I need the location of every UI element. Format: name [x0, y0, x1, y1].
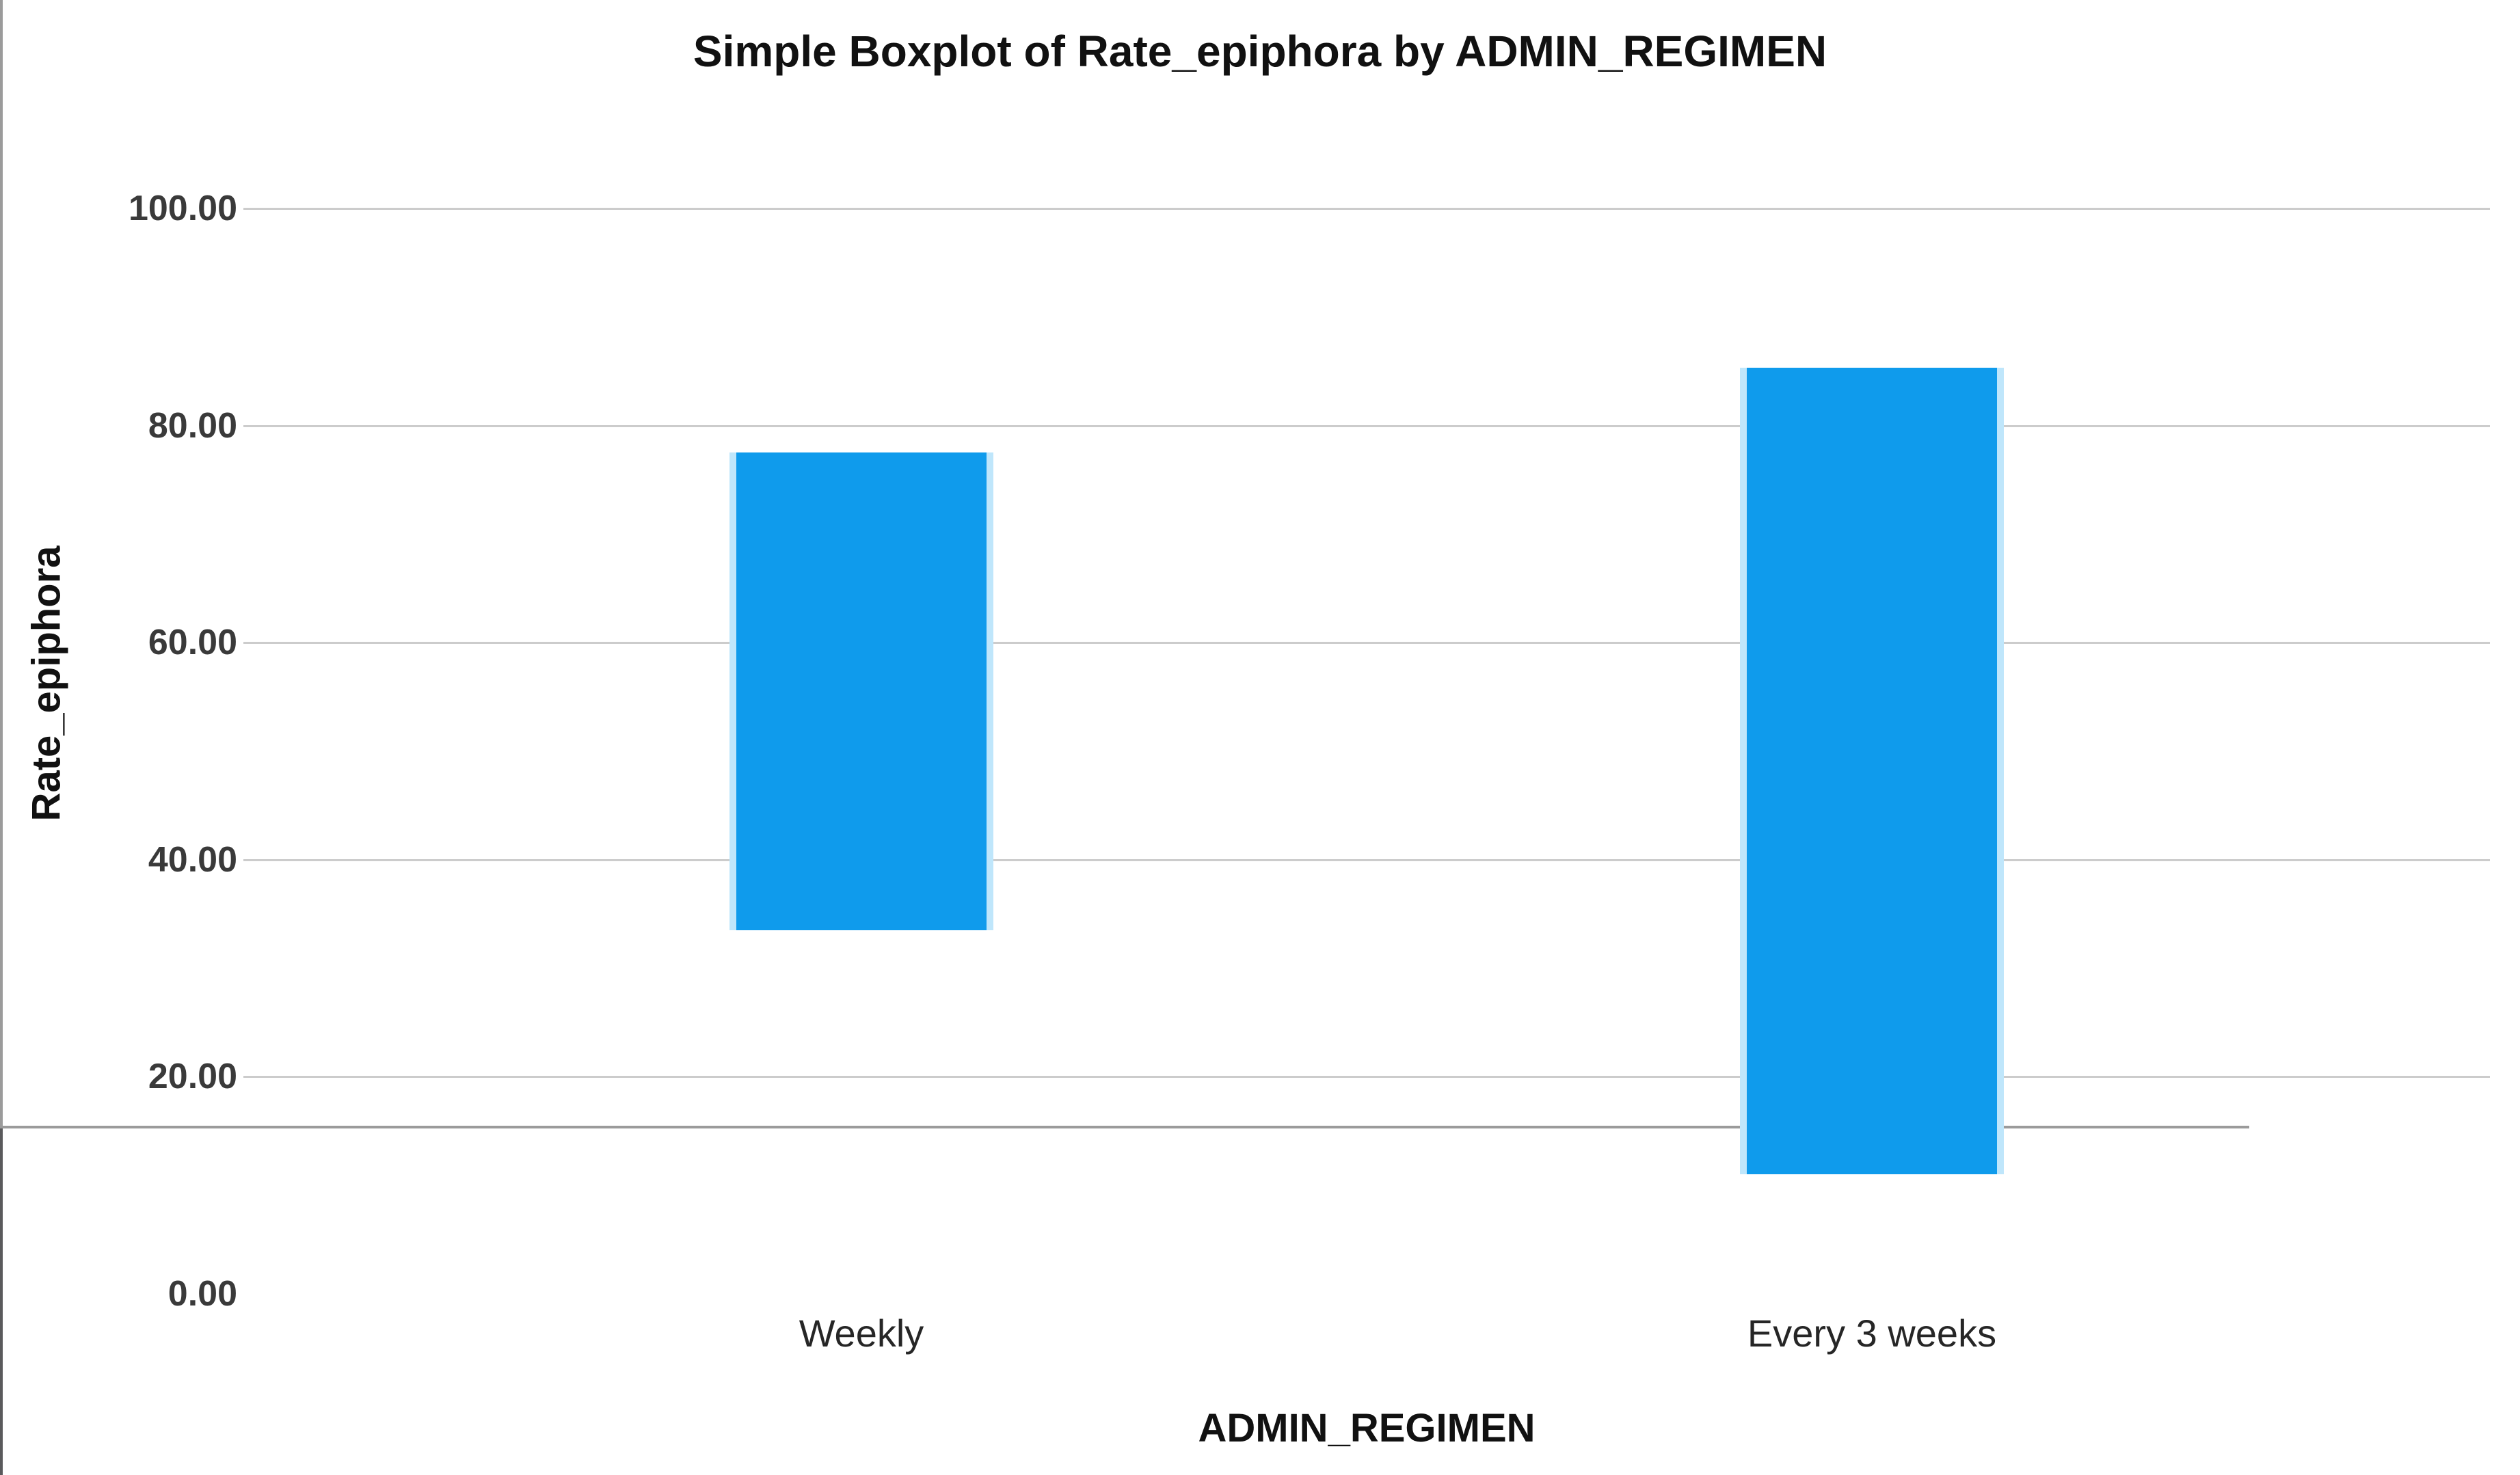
x-axis-title: ADMIN_REGIMEN — [1198, 1406, 1536, 1450]
y-tick-label: 60.00 — [148, 623, 237, 663]
x-category-label: Every 3 weeks — [1747, 1312, 1997, 1355]
chart-title: Simple Boxplot of Rate_epiphora by ADMIN… — [693, 27, 1827, 76]
y-gridline — [243, 858, 2490, 861]
y-tick-label: 0.00 — [167, 1274, 237, 1314]
y-tick-label: 20.00 — [148, 1057, 237, 1097]
whisker-line-upper — [0, 1128, 3, 1373]
y-gridline — [243, 424, 2490, 427]
y-tick-label: 100.00 — [128, 189, 237, 228]
y-gridline — [243, 1076, 2490, 1079]
whisker-line-lower — [0, 1372, 3, 1475]
y-tick-label: 40.00 — [148, 839, 237, 880]
y-gridline — [243, 642, 2490, 645]
x-axis-line — [0, 1126, 2249, 1128]
y-axis-line — [0, 0, 3, 1126]
x-category-label: Weekly — [799, 1312, 924, 1355]
y-gridline — [243, 208, 2490, 210]
y-tick-label: 80.00 — [148, 405, 237, 446]
boxplot-box — [1740, 368, 2004, 1175]
boxplot-box — [729, 452, 993, 931]
